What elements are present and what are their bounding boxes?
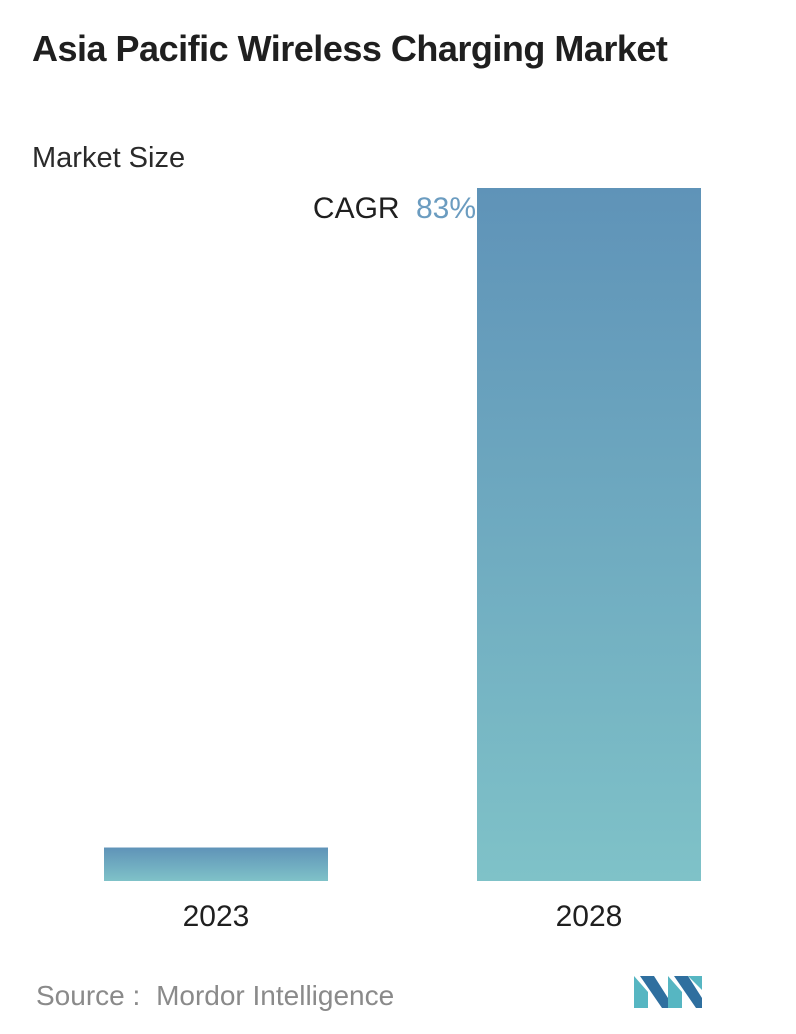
source-name: Mordor Intelligence [156,980,395,1011]
chart-title: Asia Pacific Wireless Charging Market [32,28,668,69]
cagr-label: CAGR [313,192,400,225]
cagr-value: 83% [416,192,476,225]
bars-group [104,188,701,881]
mordor-intelligence-logo-icon [634,976,702,1008]
source-credit: Source : Mordor Intelligence [36,978,394,1014]
cagr-annotation: CAGR 83% [313,192,476,225]
bar-2028 [477,188,701,881]
x-tick-label-2028: 2028 [556,900,623,933]
source-label: Source : [36,980,141,1011]
chart-subtitle: Market Size [32,142,186,174]
x-tick-labels: 2023 2028 [183,900,623,933]
x-tick-label-2023: 2023 [183,900,250,933]
bar-2023 [104,847,328,881]
